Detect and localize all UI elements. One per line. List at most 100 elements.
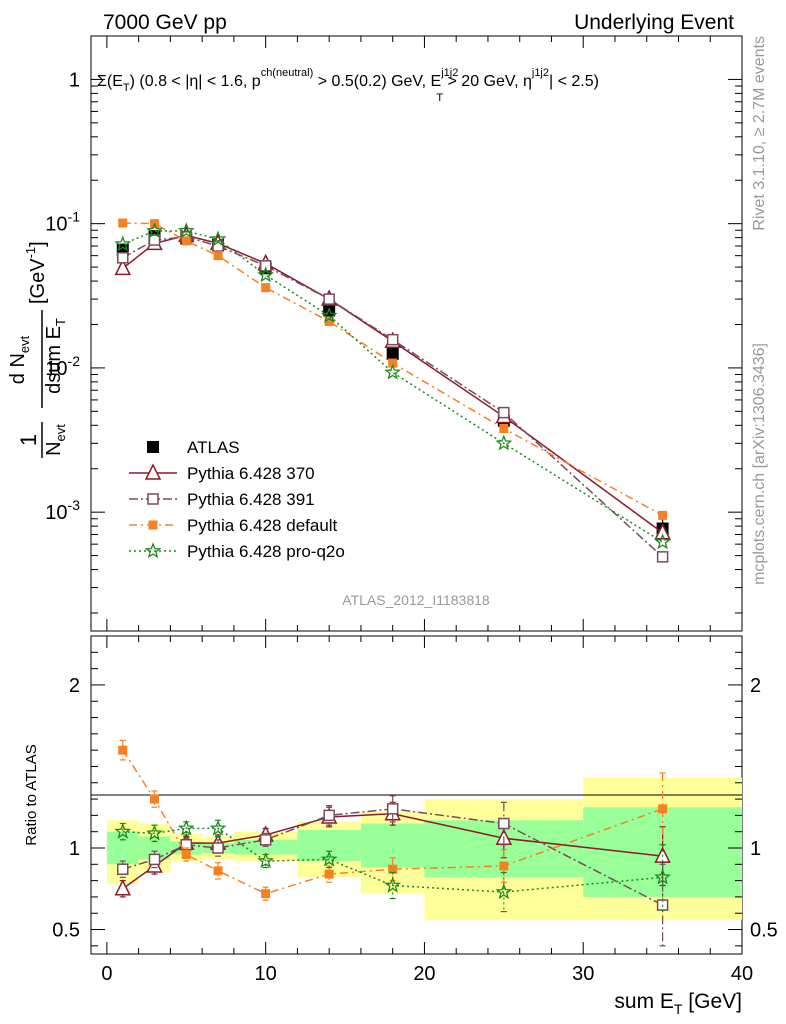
data-point bbox=[261, 283, 271, 293]
legend-marker bbox=[148, 520, 158, 530]
legend-label: Pythia 6.428 default bbox=[187, 516, 338, 535]
x-tick-label: 10 bbox=[255, 963, 277, 985]
data-point bbox=[213, 251, 223, 261]
data-point bbox=[384, 876, 402, 893]
ratio-uncertainty-bands bbox=[106, 777, 742, 920]
ratio-panel-series bbox=[114, 739, 671, 947]
x-tick-label: 20 bbox=[413, 963, 435, 985]
data-point bbox=[498, 817, 510, 830]
main-panel-frame bbox=[90, 35, 743, 632]
data-point bbox=[658, 804, 668, 814]
mcplots-label: mcplots.cern.ch [arXiv:1306.3436] bbox=[751, 343, 768, 585]
y-tick-label: 10-3 bbox=[45, 497, 80, 524]
data-point bbox=[146, 222, 163, 239]
header-right: Underlying Event bbox=[574, 11, 734, 34]
data-point bbox=[213, 866, 223, 876]
data-point bbox=[384, 363, 401, 380]
ratio-y-tick-label: 1 bbox=[69, 838, 80, 860]
y-tick-label: 10-2 bbox=[45, 353, 80, 380]
legend: ATLAS Pythia 6.428 370 Pythia 6.428 391 Pyt… bbox=[129, 438, 345, 561]
data-point bbox=[654, 533, 672, 550]
data-point bbox=[209, 230, 227, 247]
stat-uncertainty-band bbox=[297, 830, 361, 862]
data-point bbox=[495, 883, 513, 900]
data-point bbox=[259, 834, 272, 846]
data-point bbox=[177, 819, 195, 836]
data-point bbox=[117, 252, 129, 264]
main-panel-series bbox=[114, 218, 672, 563]
data-point bbox=[324, 316, 334, 326]
legend-label: Pythia 6.428 391 bbox=[187, 490, 315, 509]
ylabel-fraction-one: 1 bbox=[16, 434, 41, 446]
data-point bbox=[181, 236, 191, 246]
data-point bbox=[654, 523, 671, 540]
stat-uncertainty-band bbox=[233, 839, 298, 855]
data-point bbox=[388, 864, 398, 874]
data-point bbox=[323, 293, 335, 305]
data-point bbox=[658, 510, 668, 520]
ylabel-unit: [GeV-1] bbox=[23, 241, 49, 304]
selection-label: Σ(ET) (0.8 < |η| < 1.6, pch(neutral) > 0… bbox=[97, 67, 599, 104]
ratio-y-tick-label: 0.5 bbox=[52, 920, 80, 942]
legend-marker bbox=[144, 542, 162, 559]
ratio-y-tick-label-right: 2 bbox=[750, 675, 761, 697]
data-point bbox=[320, 306, 338, 323]
stat-uncertainty-band bbox=[106, 831, 139, 865]
ylabel-dnevt: d Nevt bbox=[7, 335, 32, 384]
x-tick-label: 30 bbox=[572, 963, 594, 985]
series-line bbox=[122, 222, 663, 517]
data-point bbox=[495, 434, 513, 451]
data-point bbox=[257, 266, 275, 283]
x-axis-label: sum ET [GeV] bbox=[614, 990, 742, 1017]
data-point bbox=[148, 853, 161, 866]
ratio-y-tick-label-right: 1 bbox=[750, 838, 761, 860]
data-point bbox=[209, 819, 227, 836]
data-point bbox=[212, 842, 224, 854]
data-point bbox=[177, 222, 195, 239]
legend-label: Pythia 6.428 pro-q2o bbox=[187, 542, 345, 561]
stat-uncertainty-band bbox=[138, 836, 171, 860]
legend-marker bbox=[147, 441, 159, 453]
header-left: 7000 GeV pp bbox=[103, 11, 227, 34]
data-point bbox=[654, 868, 671, 885]
analysis-id: ATLAS_2012_I1183818 bbox=[342, 592, 490, 608]
data-point bbox=[324, 869, 334, 879]
legend-marker bbox=[144, 463, 162, 480]
data-point bbox=[656, 551, 669, 563]
data-point bbox=[323, 809, 335, 822]
data-point bbox=[146, 824, 163, 841]
data-point bbox=[499, 861, 509, 871]
data-point bbox=[259, 260, 272, 272]
y-tick-label: 10-1 bbox=[45, 209, 80, 236]
data-point bbox=[499, 424, 509, 434]
data-point bbox=[386, 347, 399, 360]
ylabel-nevt: Nevt bbox=[43, 424, 68, 456]
data-point bbox=[320, 850, 338, 867]
series-line bbox=[122, 234, 664, 534]
data-point bbox=[257, 852, 274, 869]
data-point bbox=[114, 235, 132, 252]
ratio-y-axis-label: Ratio to ATLAS bbox=[23, 744, 40, 845]
data-point bbox=[114, 822, 132, 839]
data-point bbox=[117, 863, 129, 875]
data-point bbox=[386, 333, 399, 346]
data-point bbox=[114, 258, 131, 276]
data-point bbox=[181, 850, 191, 860]
data-point bbox=[148, 234, 161, 246]
main-y-axis-label: 1 Nevt d Nevt dsum ET [GeV-1] bbox=[7, 241, 68, 458]
x-tick-label: 40 bbox=[731, 963, 753, 985]
legend-label: Pythia 6.428 370 bbox=[187, 464, 315, 483]
data-point bbox=[114, 879, 131, 896]
data-point bbox=[261, 889, 271, 899]
ylabel-dsumet: dsum ET bbox=[43, 318, 68, 394]
ratio-y-tick-label-right: 0.5 bbox=[750, 920, 778, 942]
series-line bbox=[122, 230, 664, 543]
data-point bbox=[150, 794, 160, 804]
rivet-label: Rivet 3.1.10, ≥ 2.7M events bbox=[751, 36, 768, 231]
x-tick-label: 0 bbox=[101, 963, 112, 985]
data-point bbox=[118, 745, 128, 755]
y-tick-label: 1 bbox=[69, 69, 80, 91]
data-point bbox=[386, 803, 399, 815]
data-point bbox=[498, 406, 510, 419]
